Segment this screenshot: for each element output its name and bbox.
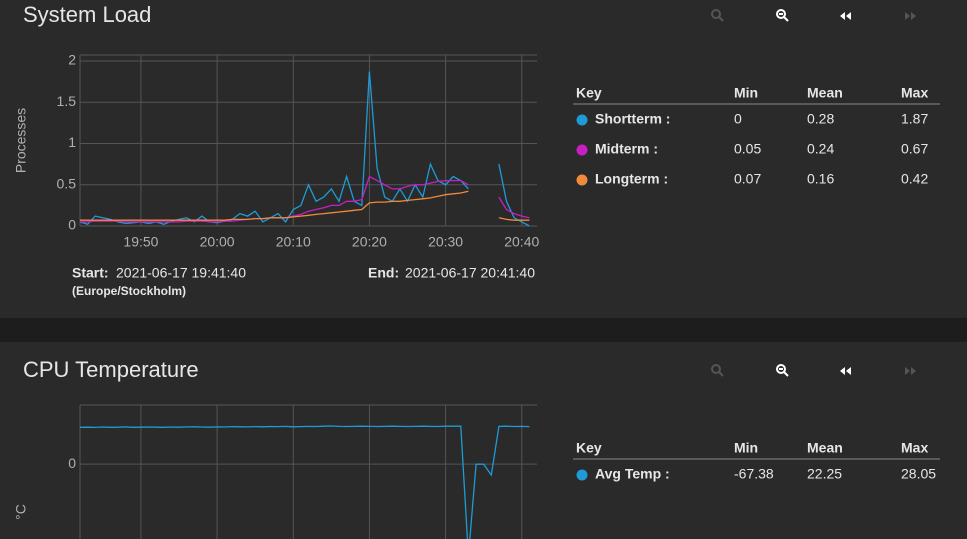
legend-dot [576, 114, 588, 126]
stat-value: 0.42 [901, 171, 928, 187]
zoom-out-button[interactable] [776, 9, 789, 22]
x-tick-label: 20:10 [276, 234, 311, 250]
x-tick-label: 20:00 [200, 234, 235, 250]
table-header: Min [734, 85, 758, 101]
stat-value: 1.87 [901, 111, 928, 127]
stat-value: 0.28 [807, 111, 834, 127]
back-button[interactable] [840, 367, 851, 375]
panel [0, 0, 967, 318]
y-tick-label: 2 [68, 52, 76, 68]
table-header: Max [901, 85, 928, 101]
legend-entry: Shortterm : [595, 111, 670, 127]
legend-entry: Avg Temp : [595, 466, 670, 482]
stat-value: 0 [734, 111, 742, 127]
y-axis-label: Processes [13, 108, 29, 173]
panel-title: CPU Temperature [23, 357, 199, 382]
table-header: Min [734, 440, 758, 456]
table-header: Mean [807, 440, 843, 456]
legend-entry: Midterm : [595, 141, 658, 157]
table-header: Key [576, 440, 602, 456]
table-header: Mean [807, 85, 843, 101]
toolbar [711, 9, 916, 22]
stat-value: 0.05 [734, 141, 761, 157]
y-tick-label: 1 [68, 134, 76, 150]
series-line [80, 190, 530, 221]
stat-value: 0.24 [807, 141, 834, 157]
zoom-in-button[interactable] [711, 9, 724, 22]
forward-button[interactable] [905, 12, 916, 20]
x-tick-label: 19:50 [123, 234, 158, 250]
legend-dot [576, 144, 588, 156]
series-line [79, 425, 530, 539]
stat-value: 0.16 [807, 171, 834, 187]
zoom-out-button[interactable] [776, 364, 789, 377]
y-tick-label: 0 [68, 455, 76, 471]
y-tick-label: 0 [68, 217, 76, 233]
legend-dot [576, 469, 588, 481]
legend-dot [576, 174, 588, 186]
stat-value: 0.67 [901, 141, 928, 157]
end-label: End: [368, 265, 399, 281]
zoom-in-button[interactable] [711, 364, 724, 377]
legend-entry: Longterm : [595, 171, 668, 187]
y-axis-label: °C [13, 504, 29, 520]
y-tick-label: 1.5 [57, 93, 77, 109]
stat-value: 0.07 [734, 171, 761, 187]
forward-button[interactable] [905, 367, 916, 375]
end-time: 2021-06-17 20:41:40 [405, 265, 535, 281]
x-tick-label: 20:20 [352, 234, 387, 250]
panel [0, 342, 967, 539]
panel-title: System Load [23, 2, 151, 27]
toolbar [711, 364, 916, 377]
start-time: 2021-06-17 19:41:40 [116, 265, 246, 281]
x-tick-label: 20:30 [428, 234, 463, 250]
stat-value: 22.25 [807, 466, 842, 482]
timezone: (Europe/Stockholm) [72, 284, 186, 298]
stat-value: -67.38 [734, 466, 774, 482]
table-header: Key [576, 85, 602, 101]
stat-value: 28.05 [901, 466, 936, 482]
back-button[interactable] [840, 12, 851, 20]
start-label: Start: [72, 265, 109, 281]
series-line [79, 71, 530, 227]
table-header: Max [901, 440, 928, 456]
x-tick-label: 20:40 [504, 234, 539, 250]
y-tick-label: 0.5 [57, 175, 77, 191]
